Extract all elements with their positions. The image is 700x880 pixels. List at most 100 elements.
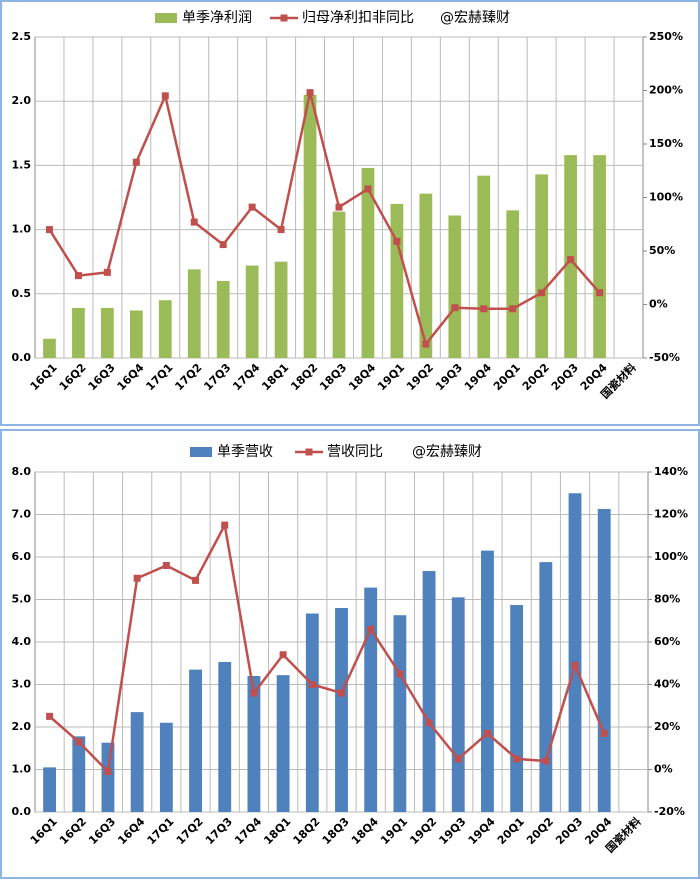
bar — [305, 613, 319, 812]
legend-label: 单季营收 — [217, 444, 273, 460]
line-marker — [425, 719, 433, 727]
annotation: @宏赫臻财 — [440, 10, 510, 26]
legend-marker — [305, 448, 313, 456]
y2-tick-label: 50% — [649, 244, 675, 257]
bar — [393, 615, 407, 812]
line — [48, 91, 601, 347]
bar — [335, 608, 348, 812]
bar — [332, 211, 346, 358]
bar — [245, 265, 259, 358]
line-marker — [250, 689, 258, 697]
y2-tick-label: 0% — [654, 763, 673, 776]
y2-tick-label: 250% — [649, 30, 683, 43]
line-marker — [567, 256, 575, 264]
line-marker — [162, 562, 170, 569]
line-marker — [509, 305, 517, 313]
y-tick-label: 0.5 — [12, 287, 32, 300]
bar — [158, 300, 172, 358]
line-marker — [422, 340, 430, 348]
bar — [130, 712, 144, 812]
line-marker — [190, 218, 198, 226]
line-marker — [104, 768, 112, 776]
line-marker — [46, 712, 54, 720]
bar — [72, 307, 85, 358]
y2-tick-label: 140% — [654, 465, 688, 478]
y-tick-label: 8.0 — [12, 465, 32, 478]
bar — [189, 669, 202, 812]
bar — [101, 307, 114, 358]
y2-tick-label: 20% — [654, 720, 680, 733]
y-tick-label: 0.0 — [12, 351, 32, 364]
bar — [451, 597, 465, 812]
line-marker — [306, 89, 314, 97]
bar — [419, 193, 433, 358]
y-tick-label: 1.5 — [12, 158, 32, 171]
bar — [159, 722, 173, 812]
bar — [303, 94, 317, 358]
legend-swatch — [190, 447, 212, 457]
y-tick-label: 5.0 — [12, 593, 32, 606]
bar — [477, 175, 491, 358]
line-marker — [600, 729, 608, 737]
line-marker — [132, 158, 140, 166]
legend-label: 单季净利润 — [182, 10, 252, 26]
y-tick-label: 1.0 — [12, 223, 32, 236]
bar — [535, 174, 549, 358]
bar — [448, 215, 462, 358]
bar — [72, 736, 86, 812]
bar — [597, 508, 611, 812]
bar — [361, 167, 375, 358]
line-marker — [45, 226, 53, 234]
line-marker — [596, 289, 604, 297]
y2-tick-label: 150% — [649, 137, 683, 150]
legend-label: 营收同比 — [327, 444, 383, 460]
line-marker — [571, 661, 579, 669]
bar — [187, 269, 201, 358]
line-marker — [367, 625, 375, 633]
line-marker — [192, 576, 200, 584]
y2-tick-label: -20% — [654, 805, 685, 818]
line — [48, 521, 606, 775]
annotation: @宏赫臻财 — [412, 444, 482, 460]
y-tick-label: 7.0 — [12, 508, 32, 521]
bar — [218, 661, 232, 812]
line-marker — [133, 574, 141, 582]
legend-marker — [280, 14, 288, 22]
legend-swatch — [155, 13, 177, 23]
y2-tick-label: 120% — [654, 508, 688, 521]
y-tick-label: 1.0 — [12, 763, 32, 776]
bar — [510, 605, 524, 812]
y-tick-label: 3.0 — [12, 678, 32, 691]
bar — [216, 280, 230, 358]
line-marker — [513, 755, 521, 763]
y-tick-label: 4.0 — [12, 635, 32, 648]
bar — [129, 310, 143, 358]
bar — [101, 742, 115, 812]
line-marker — [279, 651, 287, 659]
y2-tick-label: 40% — [654, 678, 680, 691]
y2-tick-label: 200% — [649, 84, 683, 97]
bar — [593, 155, 606, 358]
bar — [247, 676, 261, 812]
line-marker — [364, 185, 372, 193]
bar — [390, 203, 404, 358]
line-marker — [74, 272, 82, 280]
line-marker — [335, 203, 343, 211]
line-marker — [338, 689, 345, 697]
line-marker — [248, 203, 256, 211]
y-tick-label: 2.0 — [12, 720, 32, 733]
line-marker — [396, 670, 404, 678]
legend-label: 归母净利扣非同比 — [302, 9, 414, 26]
y2-tick-label: 100% — [649, 191, 683, 204]
line-marker — [542, 757, 550, 765]
y2-tick-label: 80% — [654, 593, 680, 606]
bar — [568, 493, 582, 812]
line-marker — [103, 268, 111, 276]
line-marker — [161, 92, 169, 100]
line-marker — [480, 305, 488, 313]
line-marker — [75, 738, 83, 746]
bar — [364, 587, 378, 812]
y2-tick-label: 0% — [649, 298, 668, 311]
line-marker — [483, 729, 491, 737]
y2-tick-label: 60% — [654, 635, 680, 648]
